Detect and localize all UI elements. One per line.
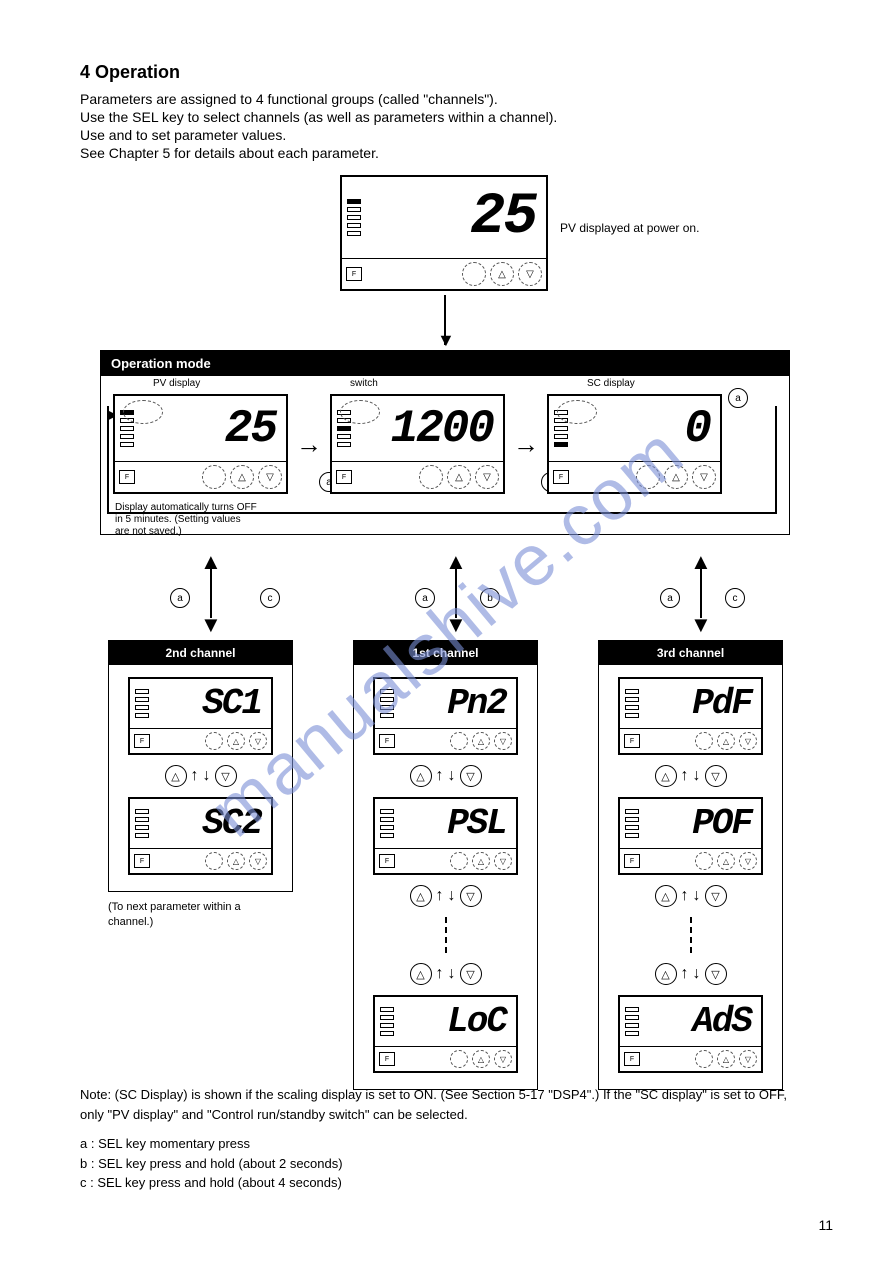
- lcd-value: SC2: [154, 806, 271, 842]
- lcd-value: Pn2: [399, 686, 516, 722]
- sel-button[interactable]: [636, 465, 660, 489]
- arrow-up-icon: ▲: [200, 555, 222, 568]
- device-loc: LoC F△▽: [373, 995, 518, 1073]
- device-sc1: SC1 F△▽: [128, 677, 273, 755]
- down-button[interactable]: ▽: [475, 465, 499, 489]
- label-c: c: [260, 588, 280, 608]
- channel-1st: 1st channel Pn2 F△▽ △↑↓▽ PSL F△▽ △↑↓▽ △↑…: [353, 640, 538, 1090]
- device-pof: POF F△▽: [618, 797, 763, 875]
- arrow-right-icon: →: [513, 429, 539, 460]
- brand-badge: F: [346, 267, 362, 281]
- intro-line3: Use and to set parameter values.: [80, 126, 800, 146]
- sel-button[interactable]: [462, 262, 486, 286]
- sc-caption: SC display: [587, 378, 635, 390]
- nav-arrows: △↑↓▽: [165, 765, 237, 787]
- up-button[interactable]: △: [490, 262, 514, 286]
- channel-2nd: 2nd channel SC1 F△▽ △↑↓▽ SC2 F△▽: [108, 640, 293, 892]
- device-poweron: 25 F △ ▽: [340, 175, 548, 291]
- dashed-connector: [690, 917, 692, 953]
- notes-block: Note: (SC Display) is shown if the scali…: [80, 1085, 810, 1193]
- label-a: a: [660, 588, 680, 608]
- highlight-oval: [123, 400, 163, 424]
- indicator-stack: [342, 193, 366, 242]
- section-heading: 4 Operation: [80, 60, 180, 85]
- lcd-value: SC1: [154, 686, 271, 722]
- note-op-mode: Note: (SC Display) is shown if the scali…: [80, 1085, 810, 1124]
- down-button[interactable]: ▽: [258, 465, 282, 489]
- device-ads: AdS F△▽: [618, 995, 763, 1073]
- pv-caption: PV display: [153, 378, 200, 390]
- standby-caption: Control run/standby switch: [350, 366, 437, 390]
- channel-header: 1st channel: [354, 641, 537, 665]
- up-button[interactable]: △: [230, 465, 254, 489]
- down-button[interactable]: ▽: [518, 262, 542, 286]
- highlight-oval: [557, 400, 597, 424]
- nav-note: (To next parameter within a channel.): [108, 900, 288, 931]
- sel-button[interactable]: [419, 465, 443, 489]
- dashed-connector: [445, 917, 447, 953]
- down-button[interactable]: ▽: [692, 465, 716, 489]
- up-nav-icon[interactable]: △: [165, 765, 187, 787]
- arrow-down-icon: ▼: [437, 330, 455, 351]
- label-b: b: [480, 588, 500, 608]
- label-a: a: [170, 588, 190, 608]
- legend-b: b : SEL key press and hold (about 2 seco…: [80, 1154, 810, 1174]
- page-number: 11: [818, 1217, 833, 1233]
- lcd-value: PSL: [399, 806, 516, 842]
- down-nav-icon[interactable]: ▽: [215, 765, 237, 787]
- lcd-value: AdS: [644, 1004, 761, 1040]
- device-pn2: Pn2 F△▽: [373, 677, 518, 755]
- channel-header: 3rd channel: [599, 641, 782, 665]
- lcd-value: POF: [644, 806, 761, 842]
- sel-button[interactable]: [202, 465, 226, 489]
- highlight-oval: [340, 400, 380, 424]
- lcd-value: LoC: [399, 1004, 516, 1040]
- label-a: a: [415, 588, 435, 608]
- arrow-right-icon: →: [296, 429, 322, 460]
- button-row: F △ ▽: [342, 258, 546, 289]
- arrow-down-icon: ▼: [200, 618, 222, 631]
- up-button[interactable]: △: [447, 465, 471, 489]
- poweron-caption: PV displayed at power on.: [560, 220, 699, 237]
- label-c: c: [725, 588, 745, 608]
- up-button[interactable]: △: [664, 465, 688, 489]
- device-sc2: SC2 F△▽: [128, 797, 273, 875]
- intro-line4: See Chapter 5 for details about each par…: [80, 144, 800, 164]
- lcd-value: PdF: [644, 686, 761, 722]
- device-psl: PSL F△▽: [373, 797, 518, 875]
- channel-header: 2nd channel: [109, 641, 292, 665]
- legend-a: a : SEL key momentary press: [80, 1134, 810, 1154]
- sc-caption2: Display automatically turns OFF in 5 min…: [115, 502, 775, 538]
- lcd-value: 25: [366, 189, 546, 247]
- intro-line2: Use the SEL key to select channels (as w…: [80, 108, 800, 128]
- intro-line1: Parameters are assigned to 4 functional …: [80, 90, 800, 110]
- operation-mode-header: Operation mode: [101, 351, 789, 376]
- channel-3rd: 3rd channel PdF F△▽ △↑↓▽ POF F△▽ △↑↓▽ △↑…: [598, 640, 783, 1090]
- device-pdf: PdF F△▽: [618, 677, 763, 755]
- legend-c: c : SEL key press and hold (about 4 seco…: [80, 1173, 810, 1193]
- operation-mode-panel: Operation mode ▶ 25 F△▽ PV display → a: [100, 350, 790, 535]
- label-a: a: [728, 388, 748, 408]
